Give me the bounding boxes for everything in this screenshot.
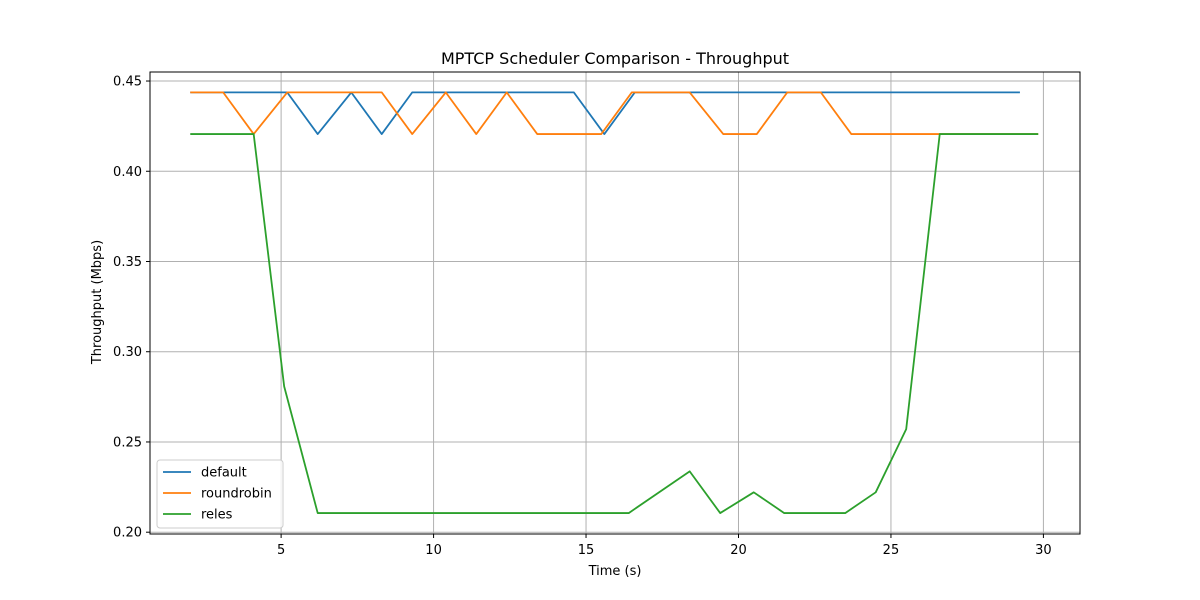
x-tick-label: 10: [425, 543, 442, 558]
y-tick-label: 0.25: [113, 435, 142, 450]
x-axis-label: Time (s): [588, 564, 642, 579]
x-tick-label: 15: [578, 543, 595, 558]
y-tick-label: 0.45: [113, 75, 142, 90]
series-line-reles: [190, 133, 1039, 514]
legend-entries: default roundrobin reles: [163, 466, 272, 523]
legend-label-default: default: [201, 466, 247, 481]
chart-title: MPTCP Scheduler Comparison - Throughput: [441, 49, 789, 68]
x-tick-label: 25: [883, 543, 900, 558]
legend-box: [156, 459, 284, 529]
y-axis-label: Throughput (Mbps): [90, 240, 105, 365]
legend: default roundrobin reles: [156, 459, 284, 529]
legend-label-reles: reles: [201, 508, 233, 523]
series-line-roundrobin: [190, 91, 1039, 135]
series-line-default: [190, 91, 1020, 135]
series-lines: [190, 91, 1039, 514]
plot-frame: [149, 71, 1081, 535]
y-tick-label: 0.20: [113, 526, 142, 541]
y-tick-label: 0.30: [113, 345, 142, 360]
x-tick-label: 20: [730, 543, 747, 558]
x-tick-label: 30: [1035, 543, 1052, 558]
axis-ticks: 5 10 15 20 25 30 0.20 0.25 0.30 0.35 0.40 0.45: [113, 75, 1052, 558]
x-tick-label: 5: [277, 543, 285, 558]
y-tick-label: 0.40: [113, 165, 142, 180]
legend-label-roundrobin: roundrobin: [201, 487, 272, 502]
y-tick-label: 0.35: [113, 255, 142, 270]
